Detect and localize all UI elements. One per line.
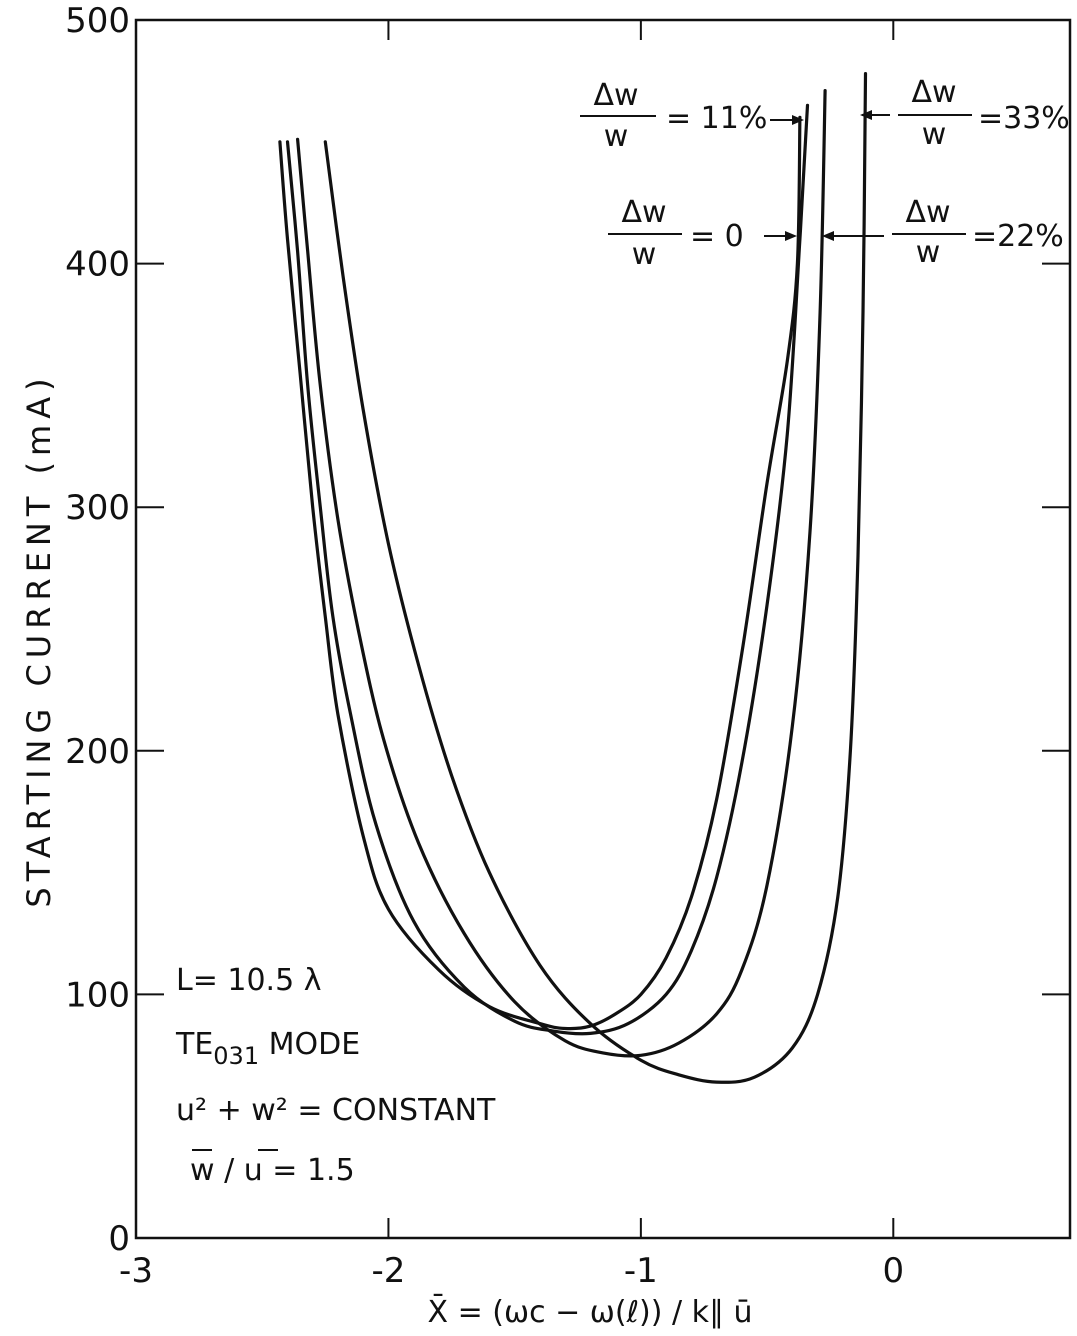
y-tick-label-3: 300: [65, 488, 130, 528]
annotation-22pct-denominator: w: [916, 235, 941, 270]
annotation-33pct-arrowhead: [860, 110, 872, 120]
param-ratio-value: = 1.5: [263, 1153, 355, 1188]
param-mode-suffix: MODE: [259, 1027, 360, 1062]
series-line-0: [278, 115, 802, 1031]
param-length: L= 10.5 λ: [176, 963, 321, 998]
param-ratio-u: u: [244, 1153, 263, 1188]
curve-group: [278, 72, 868, 1084]
y-axis-title: STARTING CURRENT (mA): [20, 372, 58, 907]
annotation-33pct-value: =33%: [978, 101, 1070, 136]
param-ratio-slash: /: [215, 1153, 244, 1188]
annotation-0pct-denominator: w: [632, 237, 657, 272]
param-mode-prefix: TE: [175, 1027, 213, 1062]
annotation-0pct-numerator: Δw: [621, 195, 666, 230]
tick-label-group: -3 -2 -1 0 0 100 200 300 400 500: [65, 1, 904, 1291]
annotation-0pct-value: = 0: [690, 219, 744, 254]
y-tick-label-1: 100: [65, 975, 130, 1015]
plot-frame: [134, 18, 1072, 1240]
param-constant: u² + w² = CONSTANT: [176, 1093, 496, 1128]
parameter-block: L= 10.5 λ TE031 MODE u² + w² = CONSTANT …: [175, 963, 496, 1188]
annotation-33pct-denominator: w: [922, 117, 947, 152]
series-line-3: [323, 72, 868, 1084]
param-ratio-w: w: [190, 1153, 215, 1188]
tick-group: [135, 19, 1070, 1239]
param-mode: TE031 MODE: [175, 1027, 360, 1070]
param-ratio: w / u = 1.5: [190, 1153, 355, 1188]
annotation-0pct-arrowhead: [785, 231, 797, 241]
annotation-0pct: Δw w = 0: [608, 195, 797, 272]
annotation-11pct-numerator: Δw: [593, 78, 638, 113]
x-axis-title: X̄ = (ωc − ω(ℓ)) / k∥ ū: [427, 1294, 752, 1330]
annotation-11pct-denominator: w: [604, 119, 629, 154]
annotation-22pct-numerator: Δw: [905, 195, 950, 230]
y-tick-label-0: 0: [108, 1219, 130, 1259]
y-tick-label-5: 500: [65, 1, 130, 41]
annotation-11pct-value: = 11%: [666, 101, 767, 136]
param-mode-sub: 031: [213, 1042, 259, 1070]
annotation-11pct: Δw w = 11%: [580, 78, 804, 154]
annotation-22pct-arrowhead: [822, 231, 834, 241]
y-tick-label-4: 400: [65, 245, 130, 285]
series-line-2: [296, 89, 827, 1058]
x-tick-label-3: 0: [882, 1251, 904, 1291]
y-tick-label-2: 200: [65, 732, 130, 772]
annotation-33pct-numerator: Δw: [911, 75, 956, 110]
x-tick-label-2: -1: [624, 1251, 658, 1291]
annotation-22pct-value: =22%: [972, 219, 1064, 254]
annotation-22pct: Δw w =22%: [822, 195, 1064, 270]
series-line-1: [285, 103, 810, 1036]
annotation-33pct: Δw w =33%: [860, 75, 1070, 152]
x-tick-label-1: -2: [371, 1251, 405, 1291]
annotation-11pct-arrowhead: [792, 115, 804, 125]
x-tick-label-0: -3: [119, 1251, 153, 1291]
